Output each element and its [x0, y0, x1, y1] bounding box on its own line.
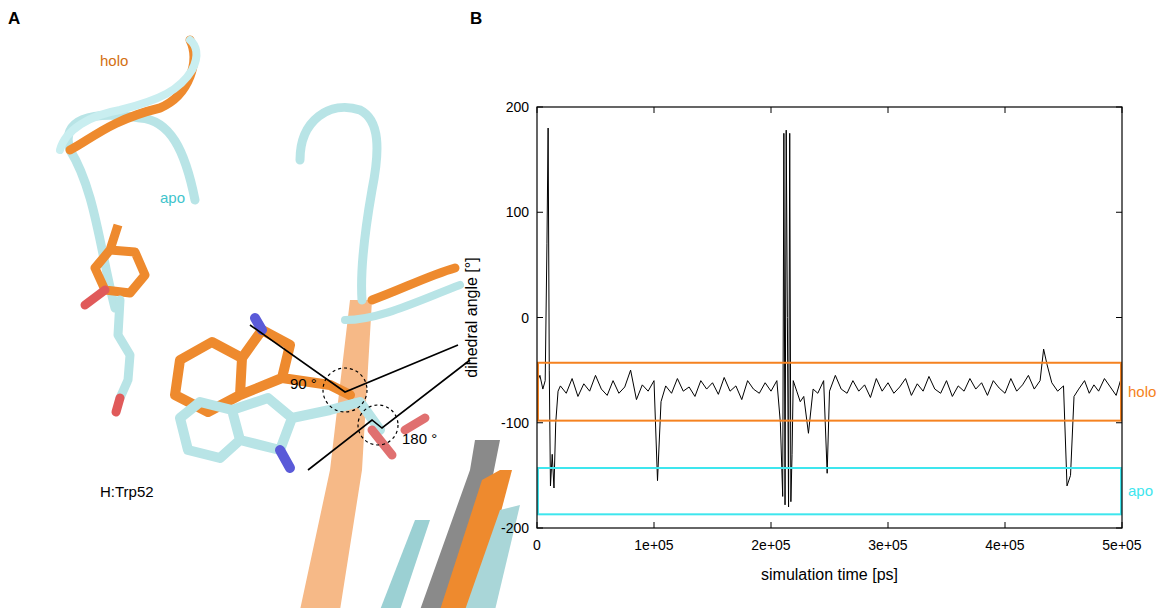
angle-line	[308, 360, 470, 470]
region-label: holo	[1128, 383, 1156, 400]
region-label: apo	[1128, 482, 1153, 499]
region-box	[538, 363, 1121, 421]
strand	[380, 520, 430, 608]
loop-apo	[300, 107, 377, 300]
trp-apo	[280, 450, 290, 468]
angle-arc	[358, 405, 398, 445]
angle-line	[250, 325, 458, 392]
label-residue: H:Trp52	[100, 483, 154, 500]
panel-letter: A	[8, 9, 20, 28]
x-tick-label: 4e+05	[985, 537, 1025, 553]
y-tick-label: 0	[521, 310, 529, 326]
y-tick	[537, 212, 1122, 213]
y-tick-label: -200	[501, 520, 529, 536]
strand	[300, 300, 372, 608]
x-tick	[1005, 107, 1006, 528]
y-tick	[537, 528, 1122, 529]
loop-holo	[70, 40, 194, 150]
x-axis-title: simulation time [ps]	[761, 566, 898, 583]
x-tick-label: 0	[533, 537, 541, 553]
panel-b: Bholo apo 0 1e+05 2e+05 3e+05 4e+05 5e+05 -200 -1…	[463, 9, 1156, 583]
panel-letter: B	[470, 9, 482, 28]
x-tick-label: 3e+05	[868, 537, 908, 553]
loop-apo	[60, 40, 196, 150]
trp-holo	[255, 318, 262, 330]
y-tick-label: 200	[506, 99, 530, 115]
label-angle: 90 °	[290, 375, 317, 392]
y-tick-label: -100	[501, 415, 529, 431]
x-tick-label: 2e+05	[751, 537, 791, 553]
y-tick	[537, 107, 1122, 108]
data-line	[537, 128, 1122, 507]
label-holo: holo	[100, 52, 128, 69]
x-tick	[771, 107, 772, 528]
y-axis-title: dihedral angle [°]	[463, 257, 480, 377]
label-apo: apo	[160, 189, 185, 206]
plot-frame	[537, 107, 1122, 528]
y-tick	[537, 422, 1122, 423]
panel-a: Aholo apo H:Trp52 90 ° 180 °	[8, 9, 520, 608]
label-angle: 180 °	[402, 430, 437, 447]
y-tick-label: 100	[506, 204, 530, 220]
x-tick	[888, 107, 889, 528]
side-chain	[85, 290, 105, 305]
side-chain	[95, 225, 145, 293]
plot-area	[537, 128, 1122, 514]
angle-arc	[323, 368, 367, 412]
x-tick-label: 1e+05	[634, 537, 674, 553]
x-tick-label: 5e+05	[1102, 537, 1142, 553]
y-tick	[537, 317, 1122, 318]
figure: Aholo apo H:Trp52 90 ° 180 ° Bholo apo 0 1e+05 2e…	[0, 0, 1169, 608]
side-chain	[118, 300, 130, 398]
loop-apo	[345, 285, 460, 320]
side-chain	[116, 398, 120, 412]
x-tick	[654, 107, 655, 528]
region-box	[538, 468, 1121, 514]
